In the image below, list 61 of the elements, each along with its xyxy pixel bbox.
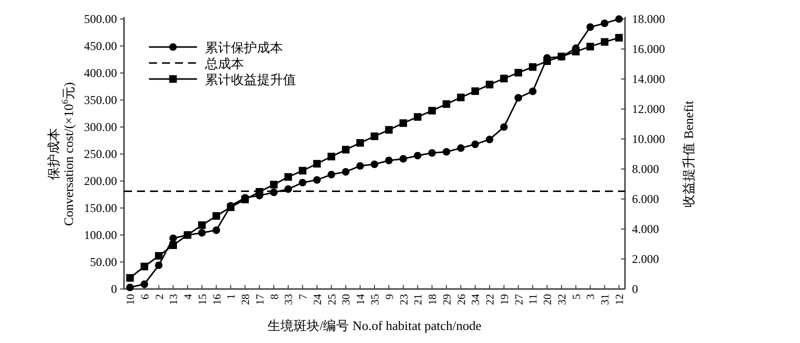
y2-tick-label: 4.000 — [632, 222, 659, 236]
y2-tick-label: 2.000 — [632, 252, 659, 266]
x-tick-label: 25 — [326, 294, 338, 305]
y-tick-label: 450.00 — [84, 39, 117, 53]
x-tick-label: 32 — [556, 294, 568, 305]
y-tick-label: 400.00 — [84, 66, 117, 80]
y-tick-label: 100.00 — [84, 228, 117, 242]
x-tick-label: 16 — [211, 294, 224, 305]
x-tick-label: 1 — [226, 294, 238, 300]
y2-tick-label: 18.000 — [632, 12, 665, 26]
x-tick-label: 21 — [412, 294, 425, 305]
x-tick-label: 15 — [196, 294, 209, 305]
x-tick-label: 19 — [498, 294, 511, 305]
y2-tick-label: 10.000 — [632, 132, 665, 146]
legend-label: 累计收益提升值 — [205, 72, 296, 87]
y2-tick-label: 12.000 — [632, 102, 665, 116]
y-tick-label: 150.00 — [84, 201, 117, 215]
x-tick-label: 27 — [513, 294, 526, 305]
y2-tick-label: 8.000 — [632, 162, 659, 176]
x-tick-label: 2 — [154, 294, 166, 300]
x-tick-label: 17 — [254, 294, 266, 305]
y-tick-label: 350.00 — [84, 93, 117, 107]
x-tick-label: 20 — [542, 294, 554, 305]
x-tick-label: 30 — [340, 294, 353, 305]
x-tick-label: 34 — [470, 294, 482, 305]
x-tick-label: 14 — [355, 294, 368, 305]
x-tick-label: 6 — [139, 294, 152, 300]
x-tick-label: 22 — [484, 294, 497, 305]
y2-tick-label: 0 — [632, 282, 638, 296]
x-tick-label: 24 — [312, 294, 324, 305]
x-tick-label: 9 — [384, 294, 396, 300]
legend-label: 总成本 — [204, 56, 244, 71]
x-tick-label: 3 — [585, 294, 598, 300]
y-tick-label: 200.00 — [84, 174, 117, 188]
x-tick-label: 29 — [441, 294, 454, 305]
x-tick-label: 10 — [125, 294, 137, 305]
y2-tick-label: 6.000 — [632, 192, 659, 206]
x-tick-label: 26 — [456, 294, 468, 305]
y-tick-label: 50.00 — [90, 255, 117, 269]
legend-label: 累计保护成本 — [205, 40, 283, 55]
x-tick-label: 23 — [398, 294, 410, 305]
y-tick-label: 500.00 — [84, 12, 117, 26]
x-tick-label: 4 — [182, 294, 195, 300]
x-tick-label: 11 — [528, 294, 540, 305]
x-tick-label: 8 — [268, 294, 281, 300]
x-tick-label: 5 — [570, 294, 583, 300]
y-tick-label: 250.00 — [84, 147, 117, 161]
y-tick-label: 0 — [111, 282, 117, 296]
y2-tick-label: 14.000 — [632, 72, 665, 86]
x-tick-label: 28 — [240, 294, 252, 305]
y2-axis-title: 收益提升值 Benefit — [681, 100, 696, 208]
x-tick-label: 7 — [298, 294, 310, 300]
y-tick-label: 300.00 — [84, 120, 117, 134]
x-tick-label: 18 — [427, 294, 440, 305]
x-axis-title: 生境斑块/编号 No.of habitat patch/node — [268, 318, 482, 333]
x-tick-label: 33 — [283, 294, 296, 305]
x-tick-label: 13 — [168, 294, 180, 305]
y2-tick-label: 16.000 — [632, 42, 665, 56]
x-tick-label: 35 — [370, 294, 382, 305]
x-tick-label: 12 — [614, 294, 626, 305]
x-tick-label: 31 — [600, 294, 612, 305]
